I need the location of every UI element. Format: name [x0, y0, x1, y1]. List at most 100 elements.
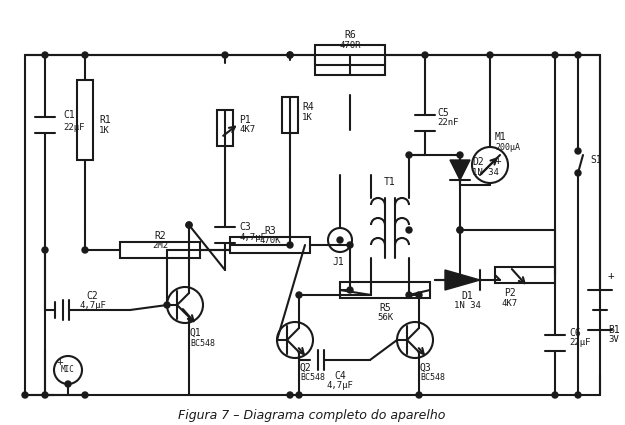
Text: 470R: 470R	[339, 40, 361, 49]
Circle shape	[457, 227, 463, 233]
Circle shape	[164, 302, 170, 308]
Text: C2: C2	[87, 291, 98, 301]
Text: M1: M1	[495, 132, 507, 142]
Circle shape	[22, 392, 28, 398]
Text: R2: R2	[154, 231, 166, 241]
Circle shape	[82, 392, 88, 398]
Text: J1: J1	[332, 257, 344, 267]
Text: 22nF: 22nF	[437, 118, 459, 127]
Circle shape	[416, 392, 422, 398]
Circle shape	[287, 52, 293, 58]
Circle shape	[497, 277, 503, 283]
Circle shape	[406, 152, 412, 158]
Text: Q1: Q1	[190, 328, 202, 338]
Circle shape	[416, 292, 422, 298]
Bar	[120, 242, 200, 258]
Circle shape	[552, 52, 558, 58]
Circle shape	[347, 242, 353, 248]
Circle shape	[287, 52, 293, 58]
Circle shape	[575, 170, 581, 176]
Text: +: +	[495, 156, 502, 166]
Bar	[282, 97, 298, 133]
Circle shape	[82, 52, 88, 58]
Circle shape	[406, 292, 412, 298]
Text: T1: T1	[384, 177, 396, 187]
Circle shape	[296, 392, 302, 398]
Circle shape	[575, 392, 581, 398]
Circle shape	[42, 247, 48, 253]
Polygon shape	[450, 160, 470, 180]
Text: R6: R6	[344, 30, 356, 40]
Polygon shape	[445, 270, 480, 290]
Bar	[315, 55, 385, 75]
Text: 4K7: 4K7	[502, 298, 518, 308]
Circle shape	[296, 292, 302, 298]
Circle shape	[222, 52, 228, 58]
Circle shape	[277, 322, 313, 358]
Text: 4,7µF: 4,7µF	[327, 382, 354, 391]
Circle shape	[328, 228, 352, 252]
Circle shape	[54, 356, 82, 384]
Circle shape	[337, 237, 343, 243]
Bar	[77, 80, 93, 160]
Circle shape	[287, 242, 293, 248]
Text: D1: D1	[462, 291, 473, 301]
Circle shape	[472, 147, 508, 183]
Circle shape	[65, 381, 71, 387]
Circle shape	[186, 222, 192, 228]
Text: 4,7µF: 4,7µF	[239, 232, 266, 241]
Text: R1: R1	[99, 115, 111, 125]
Circle shape	[406, 227, 412, 233]
Circle shape	[397, 322, 433, 358]
Bar	[495, 267, 555, 283]
Text: 1K: 1K	[99, 125, 110, 134]
Text: P2: P2	[504, 288, 516, 298]
Text: 22µF: 22µF	[63, 122, 84, 131]
Circle shape	[42, 52, 48, 58]
Text: 200µA: 200µA	[495, 142, 520, 151]
Circle shape	[347, 287, 353, 293]
Text: C5: C5	[437, 108, 449, 117]
Text: B1: B1	[608, 325, 620, 335]
Text: +: +	[57, 357, 63, 367]
Bar	[315, 45, 385, 65]
Text: C4: C4	[334, 371, 346, 381]
Text: +: +	[608, 271, 615, 281]
Text: 3V: 3V	[608, 335, 619, 345]
Text: BC548: BC548	[300, 374, 325, 382]
Circle shape	[575, 148, 581, 154]
Text: BC548: BC548	[190, 338, 215, 348]
Text: C6: C6	[569, 328, 581, 337]
Circle shape	[575, 52, 581, 58]
Text: 1K: 1K	[302, 113, 312, 122]
Text: Q2: Q2	[300, 363, 312, 373]
Text: P1: P1	[239, 114, 251, 125]
Bar	[217, 110, 233, 145]
Circle shape	[422, 52, 428, 58]
Text: BC548: BC548	[420, 374, 445, 382]
Text: 22µF: 22µF	[569, 338, 591, 347]
Text: S1: S1	[590, 155, 602, 165]
Circle shape	[82, 247, 88, 253]
Text: D2: D2	[472, 157, 484, 167]
Circle shape	[457, 227, 463, 233]
Text: R5: R5	[379, 303, 391, 313]
Circle shape	[287, 392, 293, 398]
Text: 1N 34: 1N 34	[472, 167, 499, 176]
Text: Figura 7 – Diagrama completo do aparelho: Figura 7 – Diagrama completo do aparelho	[178, 408, 446, 422]
Text: 2M2: 2M2	[152, 241, 168, 249]
Circle shape	[487, 52, 493, 58]
Text: 56K: 56K	[377, 314, 393, 323]
Bar	[340, 282, 430, 298]
Circle shape	[167, 287, 203, 323]
Text: MIC: MIC	[61, 366, 75, 374]
Text: 1N 34: 1N 34	[454, 301, 481, 311]
Text: 4K7: 4K7	[239, 125, 255, 134]
Text: Q3: Q3	[420, 363, 432, 373]
Text: C1: C1	[63, 110, 75, 120]
Text: R4: R4	[302, 102, 314, 112]
Bar	[230, 237, 310, 253]
Circle shape	[552, 392, 558, 398]
Text: C3: C3	[239, 222, 251, 232]
Text: 470K: 470K	[259, 235, 281, 244]
